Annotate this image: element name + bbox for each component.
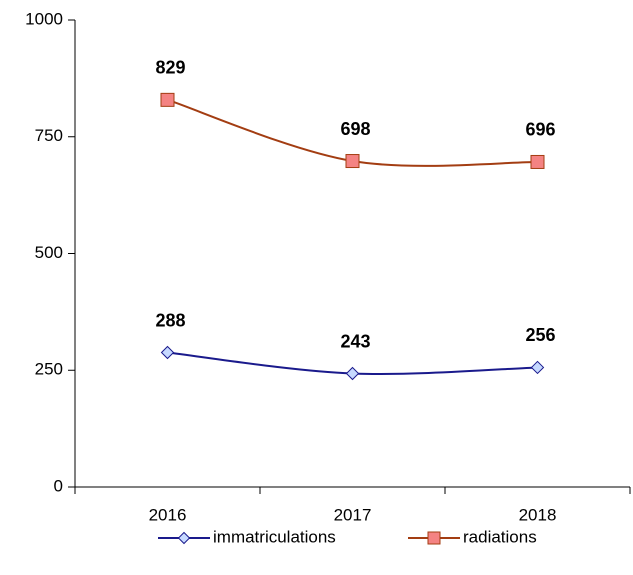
y-tick-label: 0 — [54, 476, 63, 495]
data-label: 696 — [525, 120, 555, 140]
legend-label: immatriculations — [213, 527, 336, 546]
legend-marker — [177, 531, 191, 545]
point — [345, 366, 360, 381]
data-label: 829 — [155, 58, 185, 78]
point — [160, 92, 175, 107]
legend-marker — [427, 531, 441, 545]
y-tick-label: 750 — [35, 126, 63, 145]
y-tick-label: 500 — [35, 243, 63, 262]
data-label: 698 — [340, 119, 370, 139]
x-tick-label: 2018 — [519, 505, 557, 524]
data-label: 288 — [155, 310, 185, 330]
x-tick-label: 2017 — [334, 505, 372, 524]
point — [160, 345, 175, 360]
data-label: 243 — [340, 331, 370, 351]
y-tick-label: 1000 — [25, 9, 63, 28]
data-label: 256 — [525, 325, 555, 345]
y-tick-label: 250 — [35, 360, 63, 379]
point — [345, 154, 360, 169]
point — [530, 360, 545, 375]
point — [530, 154, 545, 169]
legend-label: radiations — [463, 527, 537, 546]
x-tick-label: 2016 — [149, 505, 187, 524]
